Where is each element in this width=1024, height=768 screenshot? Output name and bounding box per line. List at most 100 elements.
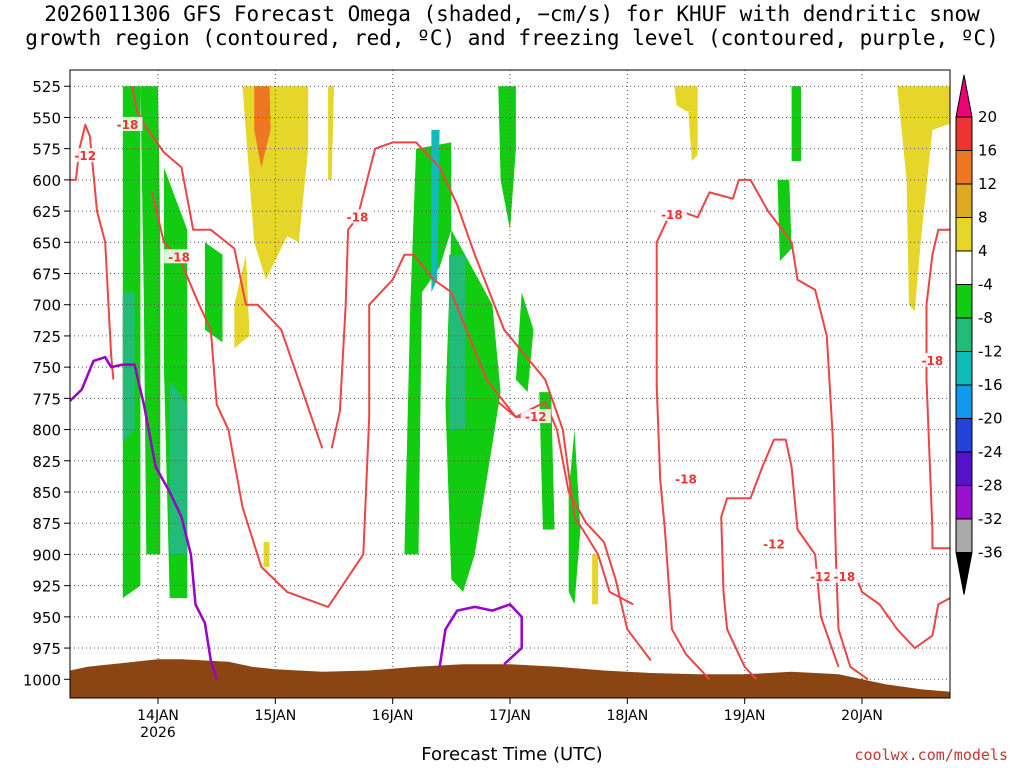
omega-region <box>234 254 250 349</box>
dgz-contour-label: -12 <box>810 570 832 584</box>
colorbar-label: -28 <box>978 477 1003 495</box>
omega-region <box>674 86 698 112</box>
y-tick-label: 800 <box>32 422 61 440</box>
y-tick-label: 875 <box>32 515 61 533</box>
chart-title-line1: 2026011306 GFS Forecast Omega (shaded, −… <box>44 2 980 26</box>
dgz-contour-label: -12 <box>763 537 785 551</box>
dgz-contour-line <box>70 123 115 380</box>
x-tick-label: 20JAN <box>841 708 883 724</box>
x-tick-sublabel: 2026 <box>140 725 176 741</box>
omega-region <box>122 292 135 443</box>
dgz-contour-line <box>151 192 536 608</box>
colorbar-box <box>955 518 973 553</box>
colorbar-label: -32 <box>978 510 1003 528</box>
terrain-layer <box>70 659 950 698</box>
dgz-label-bg <box>164 249 195 264</box>
dgz-contour-label: -18 <box>834 570 856 584</box>
omega-region <box>431 129 440 293</box>
y-tick-label: 775 <box>32 390 61 408</box>
colorbar-bottom-arrow <box>955 552 973 595</box>
x-tick-label: 16JAN <box>372 708 414 724</box>
y-tick-label: 900 <box>32 546 61 564</box>
dgz-label-bg <box>520 409 551 424</box>
dgz-label-bg <box>805 568 836 583</box>
dgz-contour-line <box>855 576 950 650</box>
colorbar-box <box>955 183 973 218</box>
colorbar-label: -8 <box>978 309 993 327</box>
colorbar-label: 4 <box>978 242 988 260</box>
colorbar-box <box>955 284 973 319</box>
x-tick-label: 19JAN <box>724 708 766 724</box>
dgz-label-bg <box>112 116 143 131</box>
freezing-contour-line <box>70 355 218 680</box>
omega-region <box>328 86 334 180</box>
colorbar-label: -24 <box>978 443 1003 461</box>
freezing-level-layer <box>70 355 523 680</box>
colorbar-top-arrow <box>955 74 973 118</box>
colorbar-label: 12 <box>978 175 997 193</box>
y-tick-label: 750 <box>32 359 61 377</box>
dgz-contour-line <box>720 438 840 668</box>
y-tick-label: 575 <box>32 141 61 159</box>
omega-shading-layer <box>122 86 950 605</box>
colorbar-box <box>955 451 973 486</box>
freezing-contour-line <box>438 603 523 667</box>
omega-region <box>169 379 188 555</box>
omega-region <box>791 86 801 162</box>
colorbar-box <box>955 217 973 252</box>
dgz-label-bg <box>70 148 101 163</box>
dgz-contour-label: -18 <box>117 118 139 132</box>
dgz-contour-line <box>720 516 758 680</box>
colorbar-label: -4 <box>978 276 993 294</box>
credit-link[interactable]: coolwx.com/models <box>854 746 1008 764</box>
y-tick-label: 525 <box>32 78 61 96</box>
y-axis: 525 550 575 600 625 650 675 700 725 750 775 800 825 8… <box>23 78 70 689</box>
colorbar-box <box>955 250 973 285</box>
x-tick-label: 14JAN <box>137 708 179 724</box>
colorbar-label: -16 <box>978 376 1003 394</box>
omega-region <box>498 86 516 230</box>
dgz-contour-layer: -12-18-18-18-12-18-18-12-12-18-18 <box>70 86 950 681</box>
colorbar-label: 8 <box>978 209 988 227</box>
y-tick-label: 925 <box>32 578 61 596</box>
omega-region <box>254 86 271 168</box>
omega-region <box>204 242 223 343</box>
dgz-label-bg <box>759 536 789 551</box>
dgz-contour-label: -18 <box>922 354 944 368</box>
y-tick-label: 850 <box>32 484 61 502</box>
x-tick-label: 17JAN <box>489 708 531 724</box>
y-tick-label: 950 <box>32 609 61 627</box>
chart-title: 2026011306 GFS Forecast Omega (shaded, −… <box>0 2 1024 50</box>
colorbar-label: -20 <box>978 410 1003 428</box>
colorbar-label: -12 <box>978 343 1003 361</box>
colorbar-label: -36 <box>978 544 1003 562</box>
y-tick-label: 675 <box>32 266 61 284</box>
y-tick-label: 650 <box>32 234 61 252</box>
colorbar-box <box>955 317 973 352</box>
y-tick-label: 600 <box>32 172 61 190</box>
dgz-label-bg <box>656 206 687 221</box>
dgz-label-bg <box>917 352 948 367</box>
colorbar-box <box>955 418 973 453</box>
omega-region <box>515 292 534 393</box>
dgz-contour-label: -18 <box>168 250 190 264</box>
dgz-contour-line <box>925 228 950 550</box>
colorbar-label: 16 <box>978 142 997 160</box>
dgz-contour-line <box>131 86 324 449</box>
x-tick-label: 18JAN <box>606 708 648 724</box>
omega-region <box>897 86 950 311</box>
chart-title-line2: growth region (contoured, red, ºC) and f… <box>25 26 999 50</box>
dgz-label-bg <box>671 471 701 486</box>
dgz-contour-label: -18 <box>347 210 369 224</box>
x-axis-title: Forecast Time (UTC) <box>421 744 603 765</box>
dgz-contour-label: -18 <box>661 208 683 222</box>
omega-region <box>404 142 452 555</box>
terrain-surface <box>70 659 950 698</box>
omega-region <box>688 111 698 162</box>
colorbar-box <box>955 351 973 386</box>
dgz-contour-line <box>330 141 634 606</box>
colorbar-box <box>955 384 973 419</box>
dgz-contour-label: -18 <box>675 473 697 487</box>
